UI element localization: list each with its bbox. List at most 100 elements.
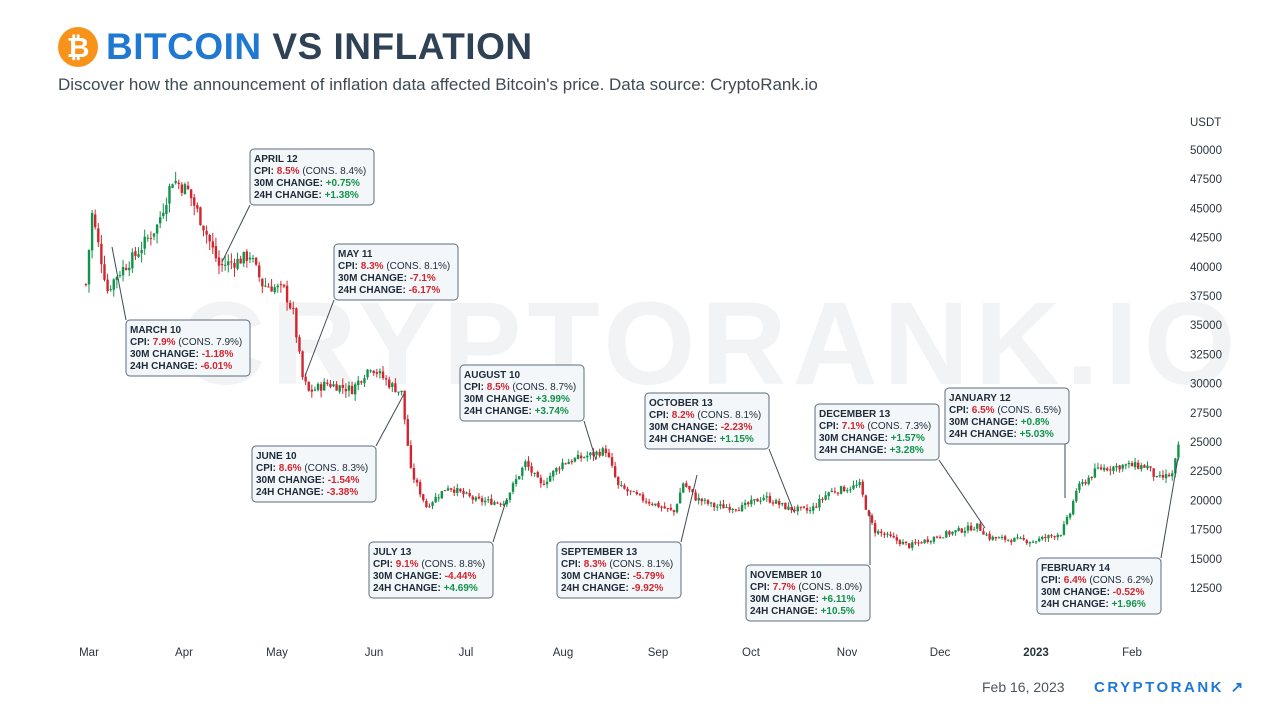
title-vs-inflation: VS INFLATION	[272, 26, 533, 67]
annotation-date: MARCH 10	[130, 325, 182, 336]
candle-body	[722, 504, 725, 509]
candle-body	[784, 502, 787, 510]
candle-body	[703, 499, 707, 501]
candle-body	[335, 384, 338, 391]
candle-body	[112, 279, 115, 290]
annotation-30m-change: 30M CHANGE: +1.57%	[819, 433, 925, 444]
annotation-24h-change: 24H CHANGE: -9.92%	[561, 583, 663, 594]
candle-body	[214, 245, 218, 259]
candle-body	[957, 528, 960, 531]
candle-body	[815, 506, 818, 508]
candle-body	[1112, 466, 1115, 471]
annotation-cpi: CPI: 6.5% (CONS. 6.5%)	[949, 405, 1061, 416]
candle-body	[904, 541, 908, 544]
candle-body	[610, 457, 614, 466]
candle-body	[493, 502, 496, 505]
cryptorank-brand-link[interactable]: CRYPTORANK ↗	[1094, 679, 1246, 696]
y-tick-label: 37500	[1190, 291, 1222, 303]
candle-body	[1102, 467, 1106, 471]
candle-body	[641, 494, 645, 501]
candle-body	[1025, 540, 1028, 544]
candle-body	[384, 378, 388, 380]
candle-body	[969, 525, 973, 531]
candle-body	[199, 207, 202, 226]
candle-body	[530, 466, 533, 473]
candle-body	[496, 502, 499, 504]
candle-body	[582, 457, 586, 459]
annotation-box	[556, 541, 682, 599]
candle-body	[304, 376, 307, 382]
candle-body	[901, 541, 905, 545]
candle-body	[480, 498, 484, 502]
annotation-box	[125, 319, 251, 377]
candle-body	[208, 234, 211, 242]
candle-body	[1037, 538, 1041, 542]
annotation-30m-change: 30M CHANGE: +0.8%	[949, 417, 1049, 428]
candle-body	[363, 378, 366, 384]
candle-body	[412, 467, 416, 480]
candle-body	[381, 371, 385, 379]
y-tick-label: 42500	[1190, 233, 1222, 245]
candle-body	[623, 485, 626, 489]
candle-body	[842, 486, 846, 492]
y-tick-label: 20000	[1190, 495, 1222, 507]
candle-body	[1143, 465, 1146, 468]
candle-body	[799, 506, 803, 508]
candle-body	[756, 498, 759, 502]
candle-body	[669, 507, 673, 510]
candle-body	[310, 389, 314, 392]
y-tick-label: 25000	[1190, 437, 1222, 449]
annotation-leader-line	[221, 204, 251, 263]
candle-body	[242, 251, 245, 264]
candle-body	[548, 475, 552, 482]
candle-body	[1109, 469, 1112, 471]
candle-body	[483, 500, 487, 503]
annotation-cpi: CPI: 9.1% (CONS. 8.8%)	[373, 559, 485, 570]
candle-body	[152, 233, 156, 237]
candle-body	[1056, 534, 1059, 538]
candle-body	[366, 369, 369, 378]
annotation-leader-line	[304, 299, 335, 377]
candle-body	[288, 302, 292, 309]
candle-body	[654, 503, 657, 506]
x-tick-label: Jul	[459, 647, 474, 659]
candle-body	[487, 499, 490, 501]
annotation-24h-change: 24H CHANGE: +3.74%	[464, 406, 569, 417]
candle-body	[536, 472, 539, 478]
candle-body	[521, 467, 524, 476]
candle-body	[849, 489, 852, 491]
candle-body	[1068, 513, 1072, 518]
candle-body	[678, 492, 682, 504]
candle-body	[1118, 465, 1121, 470]
candle-body	[183, 184, 187, 195]
candle-body	[966, 525, 970, 531]
candle-body	[697, 497, 700, 501]
candle-body	[672, 510, 676, 512]
candle-body	[808, 510, 812, 512]
annotation-30m-change: 30M CHANGE: +6.11%	[750, 594, 855, 605]
annotation-date: FEBRUARY 14	[1041, 563, 1110, 574]
candle-body	[211, 241, 214, 248]
candle-body	[731, 508, 734, 510]
candle-body	[666, 508, 669, 510]
annotation-cpi: CPI: 8.3% (CONS. 8.1%)	[338, 261, 450, 272]
candle-body	[1167, 474, 1171, 477]
candle-body	[131, 252, 134, 269]
candle-body	[911, 542, 914, 548]
candle-body	[561, 462, 564, 470]
candle-body	[985, 534, 988, 536]
annotation-cpi: CPI: 7.7% (CONS. 8.0%)	[750, 582, 862, 593]
candle-body	[917, 542, 920, 544]
candle-body	[706, 500, 710, 504]
annotation-cpi: CPI: 8.5% (CONS. 8.4%)	[254, 166, 366, 177]
candle-body	[734, 509, 738, 511]
candle-body	[440, 491, 444, 499]
candle-body	[948, 531, 951, 535]
candle-body	[1053, 536, 1056, 538]
y-tick-label: 50000	[1190, 145, 1222, 157]
candle-body	[1071, 501, 1075, 515]
candle-body	[1059, 535, 1063, 537]
candle-body	[1099, 467, 1103, 470]
